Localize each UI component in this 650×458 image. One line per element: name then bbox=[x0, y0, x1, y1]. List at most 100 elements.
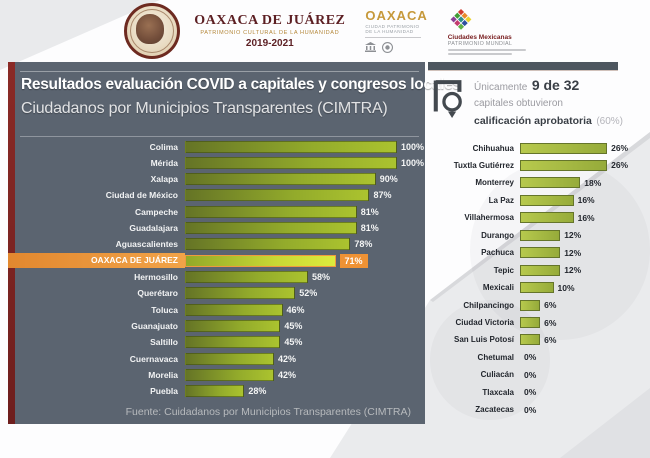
chart-row: Toluca 46% bbox=[8, 303, 425, 316]
bar-value: 90% bbox=[379, 174, 398, 185]
chart-row: Durango 12% bbox=[428, 229, 650, 241]
bar-value: 58% bbox=[311, 272, 330, 283]
bar bbox=[520, 194, 574, 206]
bar-label: Tepic bbox=[493, 265, 514, 275]
bar-label: Colima bbox=[149, 141, 178, 152]
bar-label: Aguascalientes bbox=[115, 239, 178, 250]
bar-label: OAXACA DE JUÁREZ bbox=[8, 253, 185, 269]
bar bbox=[520, 282, 554, 294]
bar-value: 52% bbox=[299, 288, 318, 299]
bar-value: 87% bbox=[373, 190, 392, 201]
ciudades-mexicanas-logo: Ciudades Mexicanas PATRIMONIO MUNDIAL bbox=[447, 7, 526, 56]
chart-row: Chihuahua 26% bbox=[428, 142, 650, 154]
magnifier-icon bbox=[433, 80, 462, 118]
bar bbox=[185, 205, 357, 218]
ciudades-diamond-icon bbox=[450, 8, 472, 30]
bar-value: 16% bbox=[577, 195, 595, 206]
bar-label: Xalapa bbox=[150, 174, 178, 185]
bar bbox=[520, 334, 541, 346]
chart-row: Puebla 28% bbox=[8, 385, 425, 398]
bar bbox=[185, 222, 357, 235]
unesco-emblem-icon bbox=[382, 41, 394, 53]
bar bbox=[185, 173, 376, 186]
chart-row: Tuxtla Gutiérrez 26% bbox=[428, 159, 650, 171]
bar bbox=[185, 352, 275, 365]
bar-value: 71% bbox=[339, 253, 368, 268]
bar-value: 0% bbox=[524, 369, 537, 380]
bar bbox=[520, 299, 541, 311]
bar-label: Durango bbox=[481, 230, 514, 240]
bar bbox=[520, 229, 561, 241]
chart-source: Fuente: Cuidadanos por Municipios Transp… bbox=[125, 406, 411, 418]
bar-label: Villahermosa bbox=[464, 213, 514, 223]
bar bbox=[185, 156, 397, 169]
chart-row: Guanajuato 45% bbox=[8, 320, 425, 333]
chart-row: Cuernavaca 42% bbox=[8, 352, 425, 365]
bar bbox=[185, 238, 351, 251]
chart-row: Saltillo 45% bbox=[8, 336, 425, 349]
right-panel-header: Únicamente 9 de 32 capitales obtuvieron … bbox=[430, 74, 623, 131]
bar bbox=[520, 212, 574, 224]
bar-value: 10% bbox=[557, 282, 575, 293]
seal-ring bbox=[130, 9, 175, 53]
chart-row: Morelia 42% bbox=[8, 369, 425, 382]
bar-label: Cuernavaca bbox=[129, 353, 178, 364]
right-chart-rows: Chihuahua 26% Tuxtla Gutiérrez 26% Monterrey… bbox=[428, 142, 650, 416]
oaxaca-heritage-logo: OAXACA CIUDAD PATRIMONIO DE LA HUMANIDAD bbox=[365, 8, 428, 53]
bar-label: Mérida bbox=[150, 157, 178, 168]
chart-row: Pachuca 12% bbox=[428, 247, 650, 259]
chart-row: Querétaro 52% bbox=[8, 287, 425, 300]
header-subtitle: PATRIMONIO CULTURAL DE LA HUMANIDAD bbox=[200, 29, 340, 36]
left-chart-panel: Resultados evaluación COVID a capitales … bbox=[8, 62, 461, 424]
oaxaca-wordmark: OAXACA bbox=[365, 8, 428, 24]
bar-label: Chetumal bbox=[477, 352, 514, 362]
header: OAXACA DE JUÁREZ PATRIMONIO CULTURAL DE … bbox=[0, 0, 650, 62]
oaxaca-seal-logo bbox=[124, 3, 181, 59]
bar-value: 26% bbox=[611, 160, 629, 171]
top-band bbox=[428, 62, 618, 70]
bar-label: Saltillo bbox=[150, 337, 178, 348]
bar-label: Tuxtla Gutiérrez bbox=[453, 160, 514, 170]
note-line2: capitales obtuvieron bbox=[474, 97, 563, 109]
seal-portrait bbox=[136, 14, 165, 44]
chart-row: Chilpancingo 6% bbox=[428, 299, 650, 311]
bar-value: 0% bbox=[524, 352, 537, 363]
chart-row: Tlaxcala 0% bbox=[428, 386, 650, 398]
divider bbox=[20, 136, 419, 137]
note-threshold: (60%) bbox=[596, 115, 624, 127]
fine-print bbox=[447, 49, 526, 52]
bar bbox=[520, 142, 608, 154]
right-panel-note: Únicamente 9 de 32 capitales obtuvieron … bbox=[474, 76, 623, 131]
bar-label: La Paz bbox=[488, 195, 514, 205]
bar bbox=[520, 177, 581, 189]
bar bbox=[185, 303, 283, 316]
chart-row: Aguascalientes 78% bbox=[8, 238, 425, 251]
bar-value: 46% bbox=[286, 304, 305, 315]
note-line3: calificación aprobatoria bbox=[474, 114, 592, 127]
divider bbox=[428, 70, 618, 71]
bar-label: Chilpancingo bbox=[463, 300, 514, 310]
bar-value: 12% bbox=[564, 265, 582, 276]
bar-label: Ciudad de México bbox=[105, 190, 178, 201]
note-count: 9 de 32 bbox=[531, 77, 580, 93]
chart-row: San Luis Potosí 6% bbox=[428, 334, 650, 346]
bar-label: Zacatecas bbox=[475, 405, 514, 415]
bar bbox=[185, 320, 281, 333]
bar bbox=[520, 159, 608, 171]
bar-label: San Luis Potosí bbox=[453, 335, 514, 345]
chart-row: Xalapa 90% bbox=[8, 173, 425, 186]
bar-label: Mexicali bbox=[482, 283, 514, 293]
chart-row: Hermosillo 58% bbox=[8, 271, 425, 284]
chart-row: OAXACA DE JUÁREZ 71% bbox=[8, 253, 425, 269]
bar-label: Guadalajara bbox=[129, 223, 178, 234]
bar bbox=[185, 140, 397, 153]
divider bbox=[20, 71, 419, 72]
note-prefix: Únicamente bbox=[474, 82, 528, 93]
bar-label: Tlaxcala bbox=[482, 387, 514, 397]
chart-row: Monterrey 18% bbox=[428, 177, 650, 189]
bar-label: Querétaro bbox=[137, 288, 178, 299]
oaxaca-tagline-1: CIUDAD PATRIMONIO bbox=[365, 24, 420, 30]
bar-value: 26% bbox=[611, 143, 629, 153]
bar-label: Chihuahua bbox=[472, 143, 514, 153]
bar-value: 16% bbox=[577, 212, 595, 223]
